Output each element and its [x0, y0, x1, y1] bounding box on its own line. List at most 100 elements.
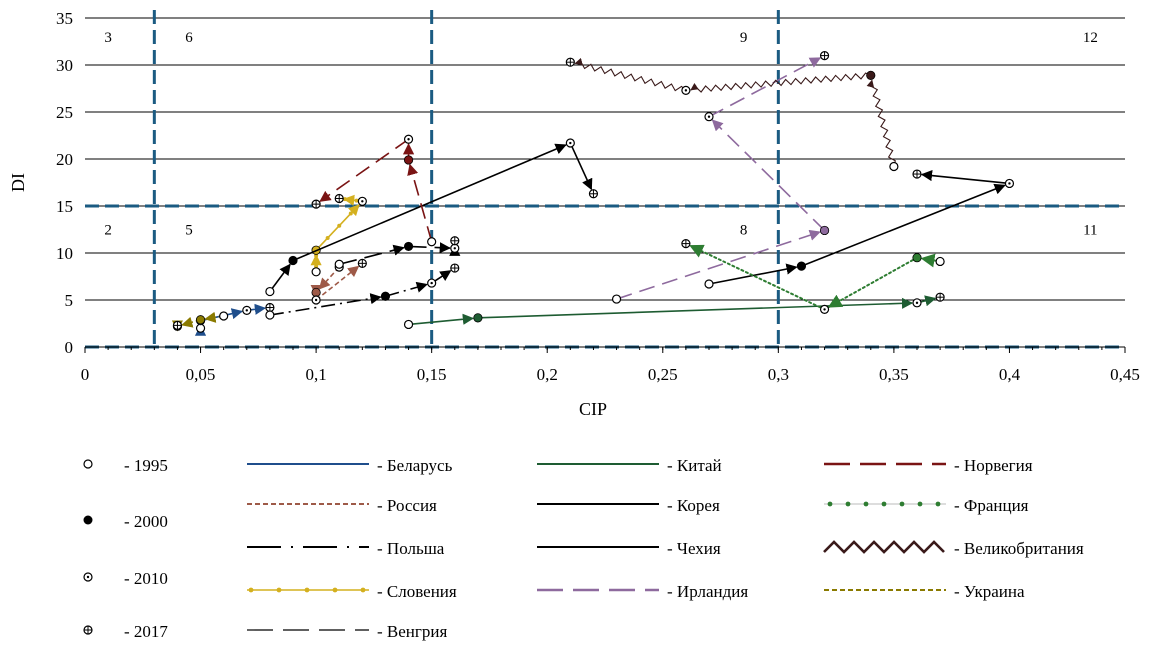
- x-tick-label: 0,45: [1110, 365, 1140, 384]
- series-6: [704, 169, 1015, 289]
- legend-series-11: - Великобритания: [822, 535, 1084, 563]
- series-dot: [348, 197, 353, 202]
- series-dot: [325, 235, 330, 240]
- data-point: [219, 311, 229, 321]
- y-tick-label: 25: [56, 103, 73, 122]
- data-point: [357, 196, 367, 206]
- x-tick-label: 0,35: [879, 365, 909, 384]
- data-point: [819, 50, 830, 61]
- x-tick-label: 0,2: [537, 365, 558, 384]
- legend-series-6-symbol: [535, 494, 661, 519]
- x-tick-label: 0: [81, 365, 90, 384]
- data-point: [681, 85, 691, 95]
- y-tick-label: 35: [56, 9, 73, 28]
- data-point: [450, 263, 460, 273]
- series-4: [334, 236, 461, 269]
- legend-series-10-symbol: [822, 494, 948, 519]
- data-point: [265, 310, 275, 320]
- zone-label-3: 3: [104, 30, 112, 46]
- series-9: [311, 134, 437, 247]
- legend-year-2010-symbol: [78, 567, 118, 592]
- series-dot: [314, 258, 319, 263]
- data-point: [912, 253, 922, 263]
- zone-label-12: 12: [1083, 30, 1098, 46]
- series-segment: [408, 242, 451, 254]
- data-point: [681, 239, 691, 249]
- x-tick-label: 0,4: [999, 365, 1021, 384]
- legend-series-5: - Китай: [535, 452, 722, 480]
- legend-series-6-label: - Корея: [667, 496, 720, 515]
- data-point: [565, 57, 575, 67]
- legend-series-3-label: - Словения: [377, 582, 457, 601]
- data-point: [819, 225, 830, 236]
- legend-year-2017-symbol: [78, 620, 118, 645]
- zone-label-8: 8: [740, 223, 748, 239]
- series-dot: [343, 197, 347, 202]
- data-point: [796, 261, 807, 271]
- series-10: [681, 239, 945, 314]
- legend-year-2017: - 2017: [78, 618, 168, 646]
- data-point: [704, 279, 714, 289]
- series-5: [403, 292, 945, 330]
- zone-label-9: 9: [740, 30, 748, 46]
- series-dot: [348, 211, 353, 216]
- legend-year-2000: - 2000: [78, 508, 168, 536]
- series-segment: [385, 281, 428, 298]
- x-tick-label: 0,1: [305, 365, 326, 384]
- legend-series-9: - Норвегия: [822, 452, 1033, 480]
- data-point: [311, 267, 321, 277]
- data-point: [912, 169, 922, 179]
- legend-year-2000-symbol: [78, 510, 118, 535]
- data-point: [195, 323, 206, 333]
- legend-series-3-symbol: [245, 580, 371, 605]
- data-point: [242, 305, 252, 315]
- series-segment: [711, 119, 826, 232]
- data-point: [311, 295, 321, 305]
- data-point: [935, 256, 945, 267]
- series-segment: [318, 266, 340, 290]
- series-8: [611, 50, 830, 304]
- legend-series-10-label: - Франция: [954, 496, 1029, 515]
- data-point: [265, 302, 275, 313]
- series-segment: [920, 253, 942, 268]
- data-point: [334, 193, 344, 204]
- series-segment: [616, 229, 821, 300]
- data-point: [935, 292, 945, 302]
- legend-series-0-label: - Беларусь: [377, 456, 453, 475]
- legend-series-8-label: - Ирландия: [667, 582, 749, 601]
- legend: - 1995 - 2000 - 2010 - 2017 - Беларусь - Росс…: [0, 448, 1172, 641]
- x-tick-label: 0,05: [186, 365, 216, 384]
- legend-series-0: - Беларусь: [245, 452, 452, 480]
- legend-series-1: - Россия: [245, 492, 437, 520]
- data-point: [1004, 178, 1015, 189]
- series-dot: [337, 223, 342, 228]
- x-tick-label: 0,25: [648, 365, 678, 384]
- zone-label-5: 5: [185, 223, 193, 239]
- legend-year-2010: - 2010: [78, 565, 168, 593]
- data-point: [172, 320, 183, 330]
- legend-series-5-symbol: [535, 454, 661, 479]
- legend-series-2-label: - Польша: [377, 539, 445, 558]
- data-point: [588, 189, 599, 199]
- legend-series-8: - Ирландия: [535, 578, 748, 606]
- series-segment: [827, 256, 918, 308]
- series-segment: [408, 313, 475, 326]
- series-segment: [477, 297, 914, 319]
- legend-series-1-label: - Россия: [377, 496, 437, 515]
- legend-year-1995-symbol: [78, 454, 118, 479]
- legend-series-0-symbol: [245, 454, 371, 479]
- series-segment: [319, 138, 410, 202]
- data-point: [195, 315, 206, 325]
- legend-series-7: - Чехия: [535, 535, 721, 563]
- data-point: [403, 241, 414, 252]
- data-point: [288, 255, 298, 266]
- legend-series-11-label: - Великобритания: [954, 539, 1084, 558]
- series-segment: [920, 169, 1010, 185]
- legend-series-4-symbol: [245, 620, 371, 645]
- series-segment: [708, 57, 822, 118]
- y-tick-label: 10: [56, 244, 73, 263]
- series-3: [310, 193, 367, 277]
- data-point: [265, 286, 275, 297]
- data-point: [450, 236, 460, 246]
